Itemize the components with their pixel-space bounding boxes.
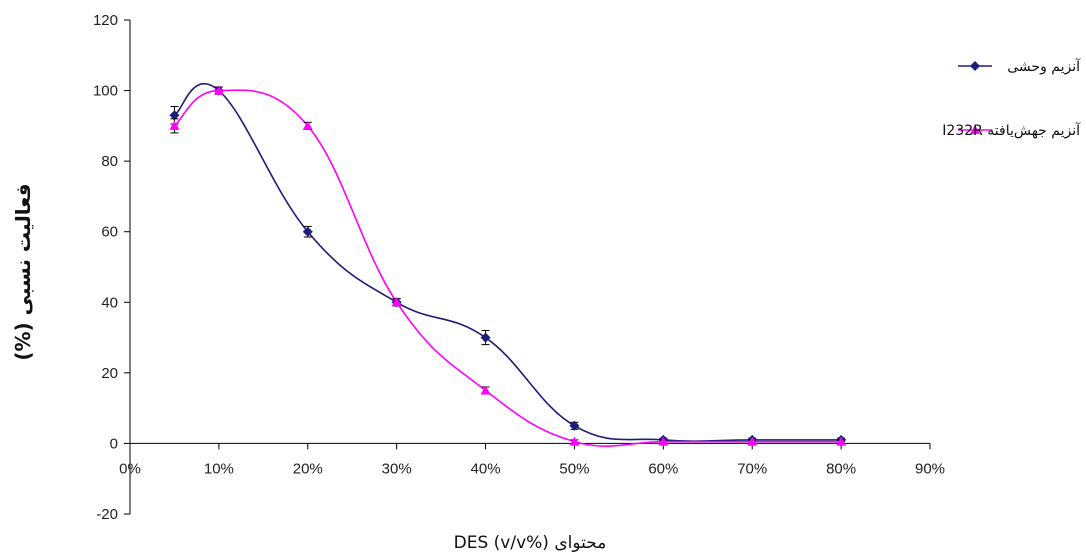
x-tick-label: 0% (119, 460, 141, 477)
y-tick-label: 100 (93, 83, 118, 100)
y-axis-title: فعالیت نسبی (%) (11, 183, 35, 360)
legend-marker (970, 61, 980, 71)
y-tick-label: 80 (101, 153, 118, 170)
x-tick-label: 40% (471, 460, 501, 477)
data-point (480, 332, 491, 343)
x-tick-label: 10% (204, 460, 234, 477)
y-tick-label: 120 (93, 12, 118, 29)
legend-label: آنزیم وحشی (1007, 58, 1081, 75)
y-axis-ticks: -20 0 20 40 60 80 100 120 (93, 12, 130, 523)
x-tick-label: 70% (737, 460, 767, 477)
data-point (213, 85, 224, 95)
data-point (169, 110, 180, 121)
y-tick-label: 0 (110, 435, 118, 452)
data-point (658, 436, 669, 446)
series-layer (169, 82, 847, 447)
x-axis-ticks: 0% 10% 20% 30% 40% 50% 60% 70% 80% 90% (119, 443, 945, 477)
legend-marker (970, 125, 980, 134)
series-line (173, 82, 842, 442)
data-point (569, 436, 580, 446)
series-line (173, 89, 842, 447)
x-tick-label: 80% (826, 460, 856, 477)
legend-label: آنزیم جهش‌یافته I232R (942, 122, 1081, 139)
data-point (169, 120, 180, 130)
y-tick-label: -20 (96, 506, 118, 523)
data-point (302, 120, 313, 130)
y-tick-label: 60 (101, 224, 118, 241)
axes (129, 20, 930, 514)
y-tick-label: 40 (101, 294, 118, 311)
data-point (569, 420, 580, 431)
y-tick-label: 20 (101, 365, 118, 382)
data-point (302, 226, 313, 237)
data-point (836, 436, 847, 446)
x-tick-label: 90% (915, 460, 945, 477)
series-2 (169, 85, 847, 447)
data-point (391, 297, 402, 307)
data-point (747, 436, 758, 446)
x-tick-label: 60% (648, 460, 678, 477)
x-tick-label: 20% (293, 460, 323, 477)
series-1 (169, 82, 847, 445)
legend: آنزیم وحشی آنزیم جهش‌یافته I232R (942, 58, 1081, 139)
x-axis-title: محتوای DES (v/v%) (454, 533, 607, 553)
x-tick-label: 50% (559, 460, 589, 477)
data-point (480, 385, 491, 395)
x-tick-label: 30% (382, 460, 412, 477)
